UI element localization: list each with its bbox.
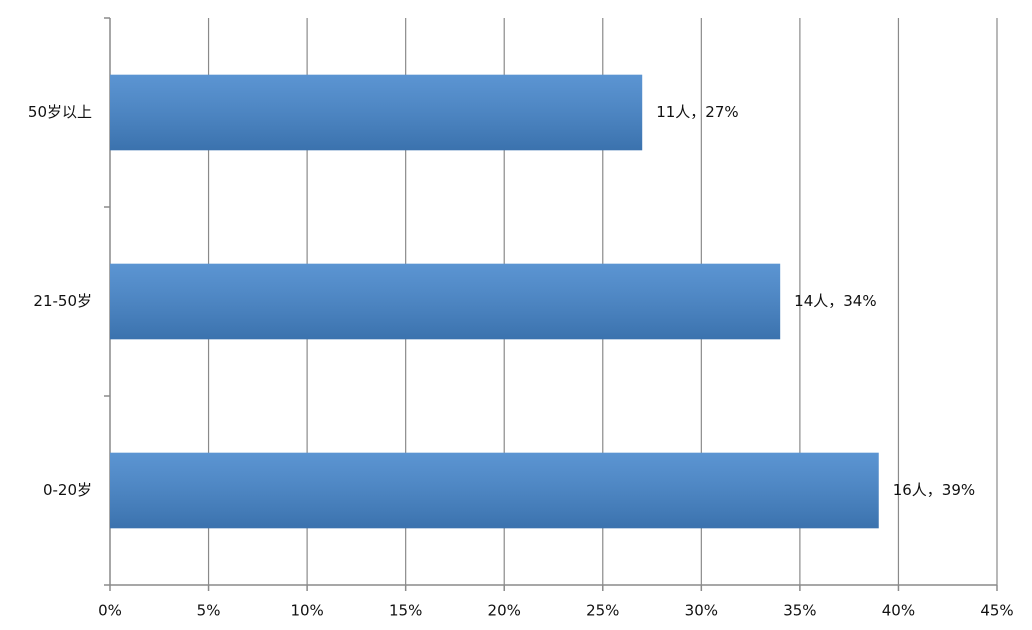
y-tick-label: 0-20岁 xyxy=(43,481,92,499)
x-tick-label: 45% xyxy=(980,602,1013,620)
x-tick-label: 0% xyxy=(98,602,122,620)
value-label: 11人，27% xyxy=(656,103,738,121)
y-tick-label: 50岁以上 xyxy=(28,103,92,121)
y-tick-label: 21-50岁 xyxy=(33,292,92,310)
bar-shade xyxy=(110,452,879,529)
x-tick-label: 30% xyxy=(685,602,718,620)
x-tick-label: 35% xyxy=(783,602,816,620)
x-tick-label: 10% xyxy=(290,602,323,620)
x-tick-label: 5% xyxy=(197,602,221,620)
x-tick-label: 20% xyxy=(488,602,521,620)
x-tick-label: 15% xyxy=(389,602,422,620)
value-label: 14人，34% xyxy=(794,292,876,310)
x-tick-label: 25% xyxy=(586,602,619,620)
bar-shade xyxy=(110,263,781,340)
bar-shade xyxy=(110,74,643,151)
value-label: 16人，39% xyxy=(893,481,975,499)
x-tick-label: 40% xyxy=(882,602,915,620)
